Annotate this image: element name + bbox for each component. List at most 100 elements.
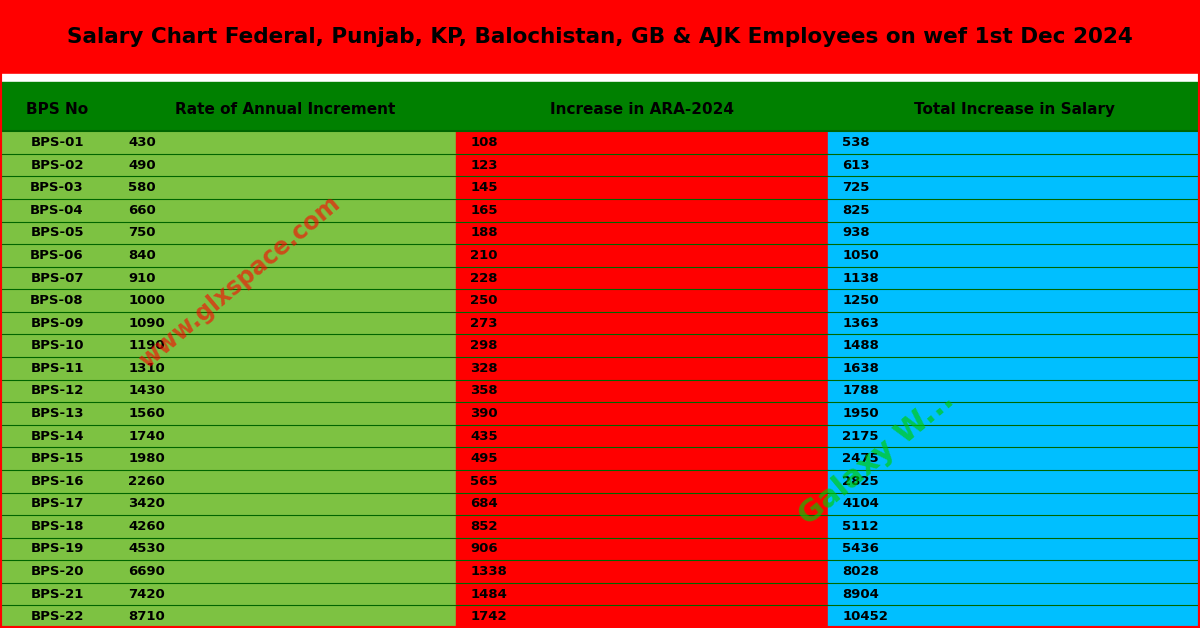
Bar (114, 312, 456, 335)
Text: 390: 390 (470, 407, 498, 420)
Bar (114, 470, 456, 492)
Text: 1560: 1560 (128, 407, 166, 420)
Text: 210: 210 (470, 249, 498, 262)
Text: 4530: 4530 (128, 543, 166, 556)
Bar (114, 176, 456, 199)
Text: 435: 435 (470, 430, 498, 443)
Text: 145: 145 (470, 181, 498, 194)
Text: 108: 108 (470, 136, 498, 149)
Bar (456, 402, 828, 425)
Bar (456, 312, 828, 335)
Text: BPS-01: BPS-01 (30, 136, 84, 149)
Text: 123: 123 (470, 159, 498, 171)
Bar (456, 492, 828, 515)
Text: 358: 358 (470, 384, 498, 398)
Text: 228: 228 (470, 271, 498, 284)
Bar (114, 538, 456, 560)
Text: Total Increase in Salary: Total Increase in Salary (913, 102, 1115, 117)
Bar (0, 402, 114, 425)
Text: BPS-03: BPS-03 (30, 181, 84, 194)
Bar (456, 357, 828, 379)
Bar (828, 357, 1200, 379)
Text: 1090: 1090 (128, 317, 166, 330)
Bar (0, 74, 1200, 82)
Text: 1190: 1190 (128, 339, 166, 352)
Bar (456, 222, 828, 244)
Bar (456, 583, 828, 605)
Bar (114, 244, 456, 267)
Bar (0, 447, 114, 470)
Text: 495: 495 (470, 452, 498, 465)
Text: 1742: 1742 (470, 610, 508, 623)
Text: Increase in ARA-2024: Increase in ARA-2024 (550, 102, 734, 117)
Text: 684: 684 (470, 497, 498, 511)
Bar (0, 131, 114, 154)
Text: 1363: 1363 (842, 317, 880, 330)
Text: 328: 328 (470, 362, 498, 375)
Bar (0, 425, 114, 447)
Text: 6690: 6690 (128, 565, 166, 578)
Text: Galaxy W...: Galaxy W... (793, 386, 959, 531)
Text: 2825: 2825 (842, 475, 880, 488)
Bar (828, 583, 1200, 605)
Text: 250: 250 (470, 294, 498, 307)
Text: 1740: 1740 (128, 430, 166, 443)
Bar (0, 560, 114, 583)
Bar (0, 290, 114, 312)
Bar (828, 470, 1200, 492)
Text: 840: 840 (128, 249, 156, 262)
Bar (114, 222, 456, 244)
Text: BPS-05: BPS-05 (30, 226, 84, 239)
Text: BPS-20: BPS-20 (30, 565, 84, 578)
Bar (0, 605, 114, 628)
Bar (114, 447, 456, 470)
Bar (0, 244, 114, 267)
Bar (456, 605, 828, 628)
Text: BPS-18: BPS-18 (30, 520, 84, 533)
Bar (456, 176, 828, 199)
Text: 8904: 8904 (842, 588, 880, 600)
Bar (114, 560, 456, 583)
Text: 2475: 2475 (842, 452, 880, 465)
Text: BPS No: BPS No (26, 102, 88, 117)
Text: 910: 910 (128, 271, 156, 284)
Text: 1250: 1250 (842, 294, 880, 307)
Text: BPS-14: BPS-14 (30, 430, 84, 443)
Text: 660: 660 (128, 203, 156, 217)
Bar (0, 89, 114, 131)
Text: BPS-09: BPS-09 (30, 317, 84, 330)
Bar (0, 82, 1200, 89)
Text: 5112: 5112 (842, 520, 878, 533)
Text: 613: 613 (842, 159, 870, 171)
Text: 2260: 2260 (128, 475, 166, 488)
Bar (828, 290, 1200, 312)
Bar (0, 267, 114, 290)
Bar (828, 402, 1200, 425)
Bar (0, 379, 114, 402)
Bar (456, 470, 828, 492)
Text: 2175: 2175 (842, 430, 878, 443)
Bar (114, 583, 456, 605)
Bar (828, 515, 1200, 538)
Bar (0, 538, 114, 560)
Text: 298: 298 (470, 339, 498, 352)
Bar (0, 0, 1200, 74)
Bar (828, 222, 1200, 244)
Text: 1310: 1310 (128, 362, 166, 375)
Bar (456, 560, 828, 583)
Bar (828, 131, 1200, 154)
Text: 1138: 1138 (842, 271, 880, 284)
Text: 750: 750 (128, 226, 156, 239)
Bar (114, 402, 456, 425)
Text: 4104: 4104 (842, 497, 880, 511)
Text: BPS-07: BPS-07 (30, 271, 84, 284)
Bar (456, 379, 828, 402)
Bar (114, 605, 456, 628)
Bar (0, 583, 114, 605)
Text: BPS-02: BPS-02 (30, 159, 84, 171)
Bar (0, 492, 114, 515)
Text: BPS-16: BPS-16 (30, 475, 84, 488)
Text: 825: 825 (842, 203, 870, 217)
Bar (828, 244, 1200, 267)
Text: 1338: 1338 (470, 565, 508, 578)
